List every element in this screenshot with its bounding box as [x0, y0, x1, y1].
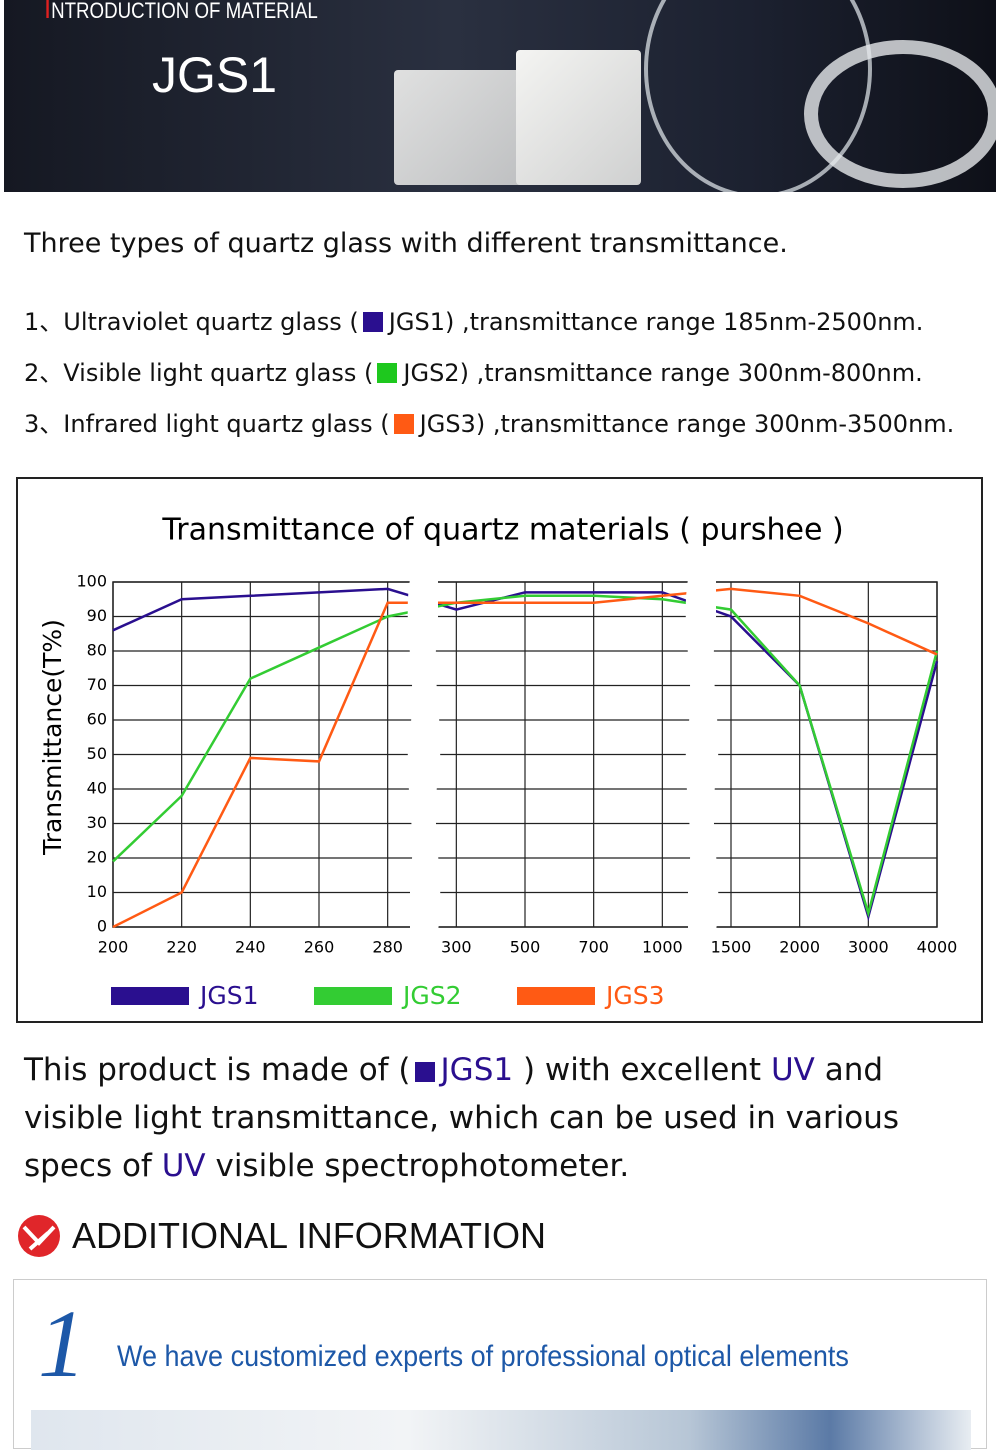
text: JGS1 — [440, 1052, 514, 1088]
swatch — [362, 312, 383, 332]
banner: INTRODUCTION OF MATERIAL JGS1 — [4, 0, 996, 192]
chart: Transmittance of quartz materials ( purs… — [16, 477, 983, 1023]
text: ) ,transmittance range 300nm-3500nm. — [475, 410, 955, 438]
label: JGS3 — [419, 410, 476, 438]
section-heading: ADDITIONAL INFORMATION — [72, 1215, 547, 1256]
y-tick-label: 20 — [87, 848, 107, 867]
y-tick-label: 0 — [97, 917, 107, 936]
y-tick-label: 70 — [87, 675, 107, 694]
legend-swatch — [314, 987, 392, 1005]
x-tick-label: 200 — [98, 938, 129, 957]
icon — [18, 1215, 60, 1257]
x-tick-label: 2000 — [779, 938, 820, 957]
y-tick-label: 50 — [87, 744, 107, 763]
x-tick-label: 220 — [166, 938, 197, 957]
y-tick-label: 90 — [87, 606, 107, 625]
series-line — [112, 587, 938, 929]
x-tick-label: 500 — [510, 938, 541, 957]
y-tick-label: 60 — [87, 710, 107, 729]
swatch — [377, 363, 398, 383]
text: ) ,transmittance range 185nm-2500nm. — [444, 308, 924, 336]
swatch — [393, 414, 414, 434]
description: This product is made of ( JGS1 ) with exc… — [24, 1046, 984, 1190]
text: and visible light transmittance, which c… — [24, 1052, 900, 1184]
text: 2、Visible light quartz glass ( — [24, 359, 374, 387]
series-line — [112, 594, 939, 918]
list-item: 1、Ultraviolet quartz glass ( JGS1) ,trans… — [24, 302, 923, 337]
x-tick-label: 1500 — [711, 938, 752, 957]
label: JGS2 — [403, 359, 460, 387]
y-tick-label: 10 — [87, 882, 107, 901]
label: JGS1 — [388, 308, 445, 336]
y-tick-label: 80 — [87, 641, 107, 660]
x-tick-label: 3000 — [848, 938, 889, 957]
text: visible spectrophotometer. — [215, 1148, 630, 1184]
chart-title: Transmittance of quartz materials ( purs… — [161, 513, 843, 548]
swatch — [414, 1062, 435, 1082]
y-tick-label: 100 — [76, 572, 107, 591]
axis-break — [407, 579, 719, 931]
x-tick-label: 260 — [304, 938, 335, 957]
x-tick-label: 1000 — [642, 938, 683, 957]
list-item: 3、Infrared light quartz glass ( JGS3) ,tr… — [24, 404, 954, 439]
photo — [31, 1410, 971, 1450]
info-text: We have customized experts of profession… — [117, 1340, 849, 1373]
x-tick-label: 280 — [372, 938, 403, 957]
text: ) ,transmittance range 300nm-800nm. — [459, 359, 923, 387]
y-tick-label: 40 — [87, 779, 107, 798]
legend-label: JGS2 — [401, 981, 462, 1010]
text: UV — [770, 1052, 815, 1088]
text: 3、Infrared light quartz glass ( — [24, 410, 390, 438]
text: This product is made of ( — [24, 1052, 411, 1088]
banner-title: INTRODUCTION OF MATERIAL — [44, 0, 318, 25]
x-tick-label: 300 — [441, 938, 472, 957]
legend-label: JGS1 — [198, 981, 259, 1010]
list-item: 2、Visible light quartz glass ( JGS2) ,tra… — [24, 353, 923, 388]
text: UV — [161, 1148, 206, 1184]
text: 1、Ultraviolet quartz glass ( — [24, 308, 359, 336]
legend-label: JGS3 — [604, 981, 665, 1010]
legend-swatch — [111, 987, 189, 1005]
step-number: 1 — [38, 1290, 86, 1397]
x-tick-label: 240 — [235, 938, 266, 957]
heading: Three types of quartz glass with differe… — [24, 228, 788, 259]
banner-subtitle: JGS1 — [152, 47, 278, 103]
y-axis-label: Transmittance(T%) — [38, 619, 67, 856]
y-tick-label: 30 — [87, 813, 107, 832]
x-tick-label: 700 — [578, 938, 609, 957]
legend-swatch — [517, 987, 595, 1005]
ring — [804, 40, 996, 188]
x-tick-label: 4000 — [917, 938, 958, 957]
text: ) with excellent — [522, 1052, 762, 1088]
